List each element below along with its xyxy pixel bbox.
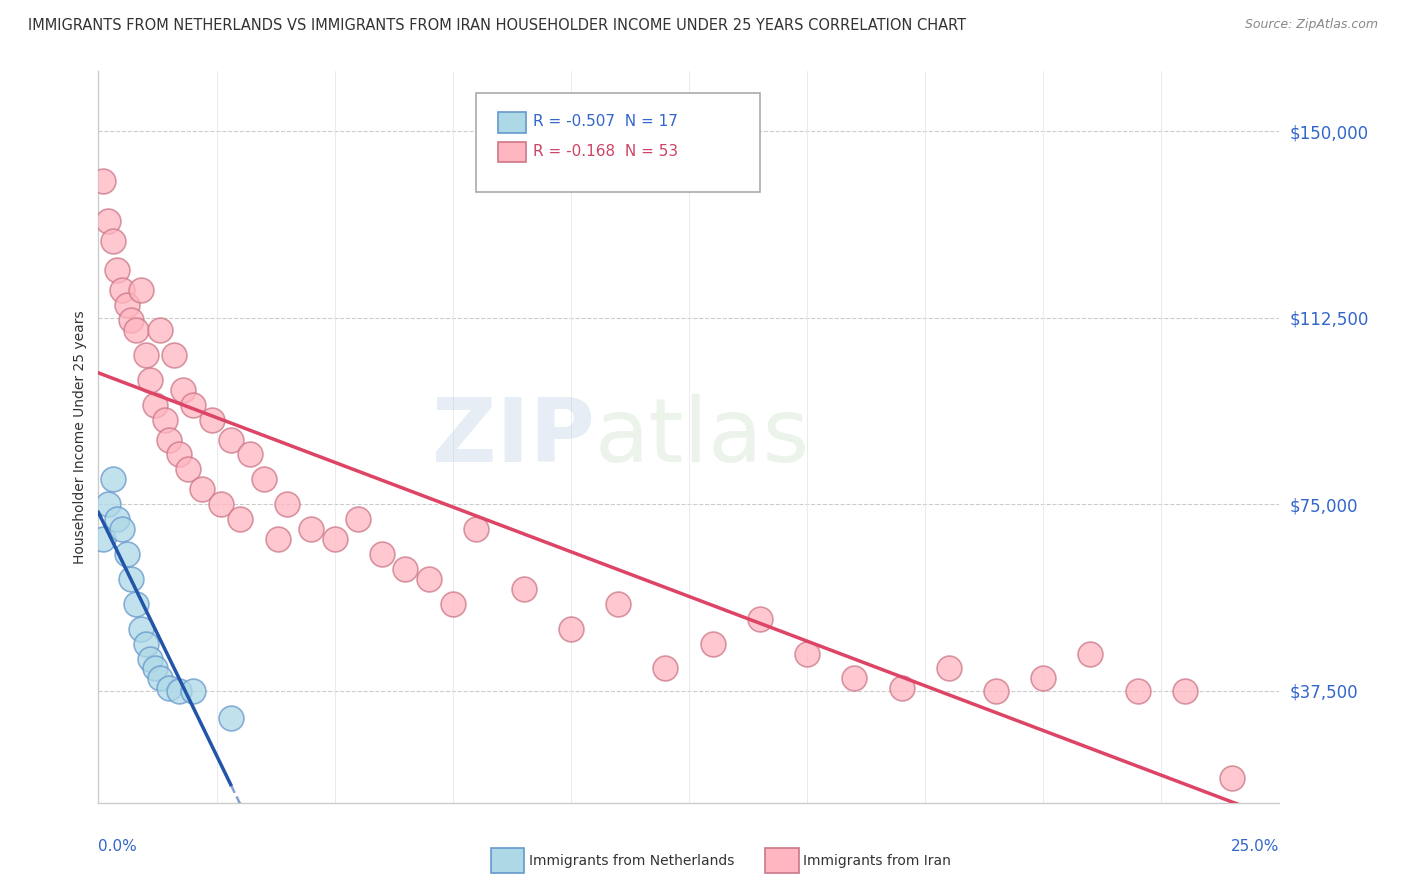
- Point: [371, 547, 394, 561]
- Point: [253, 472, 276, 486]
- Point: [121, 313, 143, 327]
- Text: R = -0.507  N = 17: R = -0.507 N = 17: [533, 114, 678, 129]
- FancyBboxPatch shape: [498, 112, 526, 133]
- Point: [143, 398, 166, 412]
- Point: [512, 582, 534, 596]
- Point: [465, 522, 488, 536]
- Point: [101, 234, 124, 248]
- Text: 0.0%: 0.0%: [98, 839, 138, 855]
- Text: Source: ZipAtlas.com: Source: ZipAtlas.com: [1244, 18, 1378, 31]
- Point: [149, 672, 172, 686]
- Point: [157, 681, 180, 696]
- Point: [129, 283, 152, 297]
- Point: [91, 532, 114, 546]
- Point: [229, 512, 252, 526]
- Point: [97, 497, 120, 511]
- Point: [172, 383, 194, 397]
- Point: [125, 323, 148, 337]
- Text: ZIP: ZIP: [432, 393, 595, 481]
- Point: [167, 448, 190, 462]
- Point: [1220, 771, 1243, 785]
- Point: [219, 433, 242, 447]
- Point: [654, 661, 676, 675]
- Point: [153, 412, 176, 426]
- Text: Immigrants from Netherlands: Immigrants from Netherlands: [529, 854, 734, 868]
- Point: [1174, 683, 1197, 698]
- Point: [111, 522, 134, 536]
- Text: 25.0%: 25.0%: [1232, 839, 1279, 855]
- Point: [139, 651, 162, 665]
- Point: [97, 213, 120, 227]
- Point: [394, 562, 416, 576]
- Point: [796, 647, 818, 661]
- Point: [418, 572, 440, 586]
- Point: [105, 263, 128, 277]
- Point: [938, 661, 960, 675]
- Point: [219, 711, 242, 725]
- Point: [115, 547, 138, 561]
- Point: [163, 348, 186, 362]
- Point: [167, 683, 190, 698]
- Point: [267, 532, 290, 546]
- Point: [121, 572, 143, 586]
- Point: [101, 472, 124, 486]
- Point: [191, 483, 214, 497]
- Point: [129, 622, 152, 636]
- Point: [299, 522, 322, 536]
- Point: [209, 497, 232, 511]
- Point: [276, 497, 298, 511]
- Point: [844, 672, 866, 686]
- Point: [149, 323, 172, 337]
- Point: [111, 283, 134, 297]
- Point: [201, 412, 224, 426]
- Point: [125, 597, 148, 611]
- Point: [748, 612, 770, 626]
- Text: Immigrants from Iran: Immigrants from Iran: [803, 854, 950, 868]
- Text: R = -0.168  N = 53: R = -0.168 N = 53: [533, 144, 678, 159]
- Point: [560, 622, 582, 636]
- Point: [702, 636, 724, 650]
- Point: [984, 683, 1007, 698]
- Point: [347, 512, 370, 526]
- Point: [1080, 647, 1102, 661]
- Point: [177, 462, 200, 476]
- Point: [135, 348, 157, 362]
- Point: [890, 681, 912, 696]
- Text: atlas: atlas: [595, 393, 810, 481]
- Point: [115, 298, 138, 312]
- Point: [1032, 672, 1054, 686]
- Point: [143, 661, 166, 675]
- Point: [157, 433, 180, 447]
- Point: [135, 636, 157, 650]
- Y-axis label: Householder Income Under 25 years: Householder Income Under 25 years: [73, 310, 87, 564]
- Point: [105, 512, 128, 526]
- Point: [239, 448, 262, 462]
- FancyBboxPatch shape: [498, 142, 526, 162]
- Point: [323, 532, 346, 546]
- Point: [1126, 683, 1149, 698]
- FancyBboxPatch shape: [477, 94, 759, 192]
- Point: [441, 597, 464, 611]
- Point: [91, 174, 114, 188]
- Point: [181, 398, 204, 412]
- Text: IMMIGRANTS FROM NETHERLANDS VS IMMIGRANTS FROM IRAN HOUSEHOLDER INCOME UNDER 25 : IMMIGRANTS FROM NETHERLANDS VS IMMIGRANT…: [28, 18, 966, 33]
- Point: [181, 683, 204, 698]
- Point: [607, 597, 630, 611]
- Point: [139, 373, 162, 387]
